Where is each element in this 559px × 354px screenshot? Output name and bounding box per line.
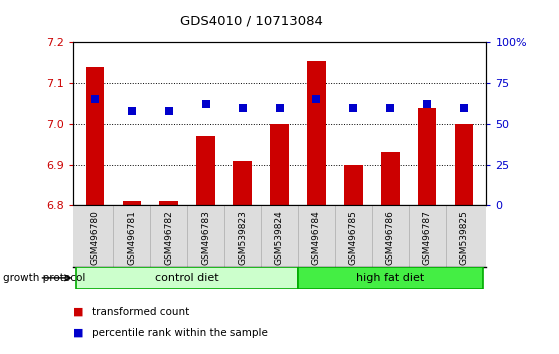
Text: GSM496785: GSM496785 <box>349 210 358 265</box>
Point <box>91 97 100 102</box>
Bar <box>307 61 326 205</box>
Bar <box>159 201 178 205</box>
Point <box>349 105 358 110</box>
Text: GSM496781: GSM496781 <box>127 210 136 265</box>
Text: GSM539824: GSM539824 <box>275 210 284 265</box>
Text: GSM496787: GSM496787 <box>423 210 432 265</box>
Text: high fat diet: high fat diet <box>356 273 424 283</box>
Text: GSM496783: GSM496783 <box>201 210 210 265</box>
Bar <box>344 165 363 205</box>
Point <box>238 105 247 110</box>
Bar <box>418 108 437 205</box>
Text: growth protocol: growth protocol <box>3 273 85 283</box>
Point <box>312 97 321 102</box>
Bar <box>122 201 141 205</box>
Point <box>423 102 432 107</box>
Text: control diet: control diet <box>155 273 219 283</box>
Text: ■: ■ <box>73 307 83 316</box>
Bar <box>86 67 104 205</box>
Text: ■: ■ <box>73 328 83 338</box>
Point <box>201 102 210 107</box>
Bar <box>196 136 215 205</box>
Point <box>459 105 468 110</box>
Bar <box>381 153 400 205</box>
Point <box>275 105 284 110</box>
Point <box>127 108 136 114</box>
Text: GSM496784: GSM496784 <box>312 210 321 265</box>
Text: transformed count: transformed count <box>92 307 190 316</box>
Text: GSM496786: GSM496786 <box>386 210 395 265</box>
Text: GSM539825: GSM539825 <box>459 210 468 265</box>
Text: percentile rank within the sample: percentile rank within the sample <box>92 328 268 338</box>
Text: GSM539823: GSM539823 <box>238 210 247 265</box>
Text: GDS4010 / 10713084: GDS4010 / 10713084 <box>180 14 323 27</box>
Bar <box>233 161 252 205</box>
Text: GSM496780: GSM496780 <box>91 210 100 265</box>
Bar <box>455 124 473 205</box>
Point <box>386 105 395 110</box>
Point <box>164 108 173 114</box>
Text: GSM496782: GSM496782 <box>164 210 173 265</box>
Bar <box>77 267 298 289</box>
Bar <box>298 267 482 289</box>
Bar <box>270 124 289 205</box>
